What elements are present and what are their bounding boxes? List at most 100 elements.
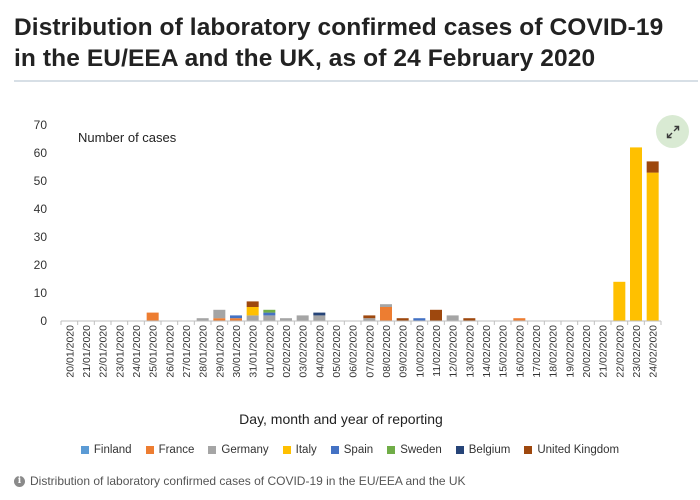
bar-segment [613,281,626,321]
bar-segment [413,318,426,321]
legend-label: Germany [221,444,269,456]
legend-swatch [282,446,291,454]
legend-label: Spain [343,444,374,456]
x-tick-label: 03/02/2020 [298,325,310,378]
bar-segment [463,318,476,321]
x-tick-label: 09/02/2020 [398,325,410,378]
bar-segment [246,307,259,316]
legend-swatch [387,446,396,454]
x-tick-label: 25/01/2020 [148,325,160,378]
bar-segment [146,312,159,321]
bar-segment [230,318,242,321]
bar-segment [646,172,659,321]
bar-segment [313,312,326,316]
legend-swatch [80,446,89,454]
chart-legend: Finland France Germany Italy Spain Sweden Belg… [0,444,700,456]
legend-swatch [330,446,339,454]
legend-swatch [145,446,154,454]
bar-segment [246,301,259,307]
x-tick-label: 11/02/2020 [431,325,443,377]
bar-segment [230,315,242,319]
x-tick-label: 19/02/2020 [564,325,576,378]
y-tick-label: 70 [34,118,48,132]
x-tick-label: 20/02/2020 [581,325,593,378]
x-tick-label: 14/02/2020 [481,325,493,378]
x-axis-label: Day, month and year of reporting [239,411,443,427]
legend-item: Belgium [455,444,511,456]
legend-label: Sweden [400,444,442,456]
y-tick-label: 0 [40,314,47,328]
x-tick-label: 12/02/2020 [448,325,460,378]
x-tick-label: 21/02/2020 [598,325,610,378]
legend-item: France [145,444,195,456]
y-tick-label: 10 [34,286,48,300]
bar-segment [646,161,659,173]
bar-segment [263,312,276,316]
x-tick-label: 28/01/2020 [198,325,210,378]
x-tick-label: 26/01/2020 [164,325,176,378]
chart-caption: i Distribution of laboratory confirmed c… [14,474,466,488]
bar-segment [363,318,376,321]
bar-chart: 0 10 20 30 40 50 60 70 Number of cases 20/01/2020… [34,118,662,427]
expand-button[interactable] [656,115,689,148]
bar-segment [430,309,442,321]
x-tick-label: 21/01/2020 [81,325,93,378]
caption-text: Distribution of laboratory confirmed cas… [30,474,466,488]
x-tick-label: 30/01/2020 [231,325,243,378]
x-tick-label: 31/01/2020 [248,325,260,378]
bar-segment [380,304,392,307]
bar-segment [213,318,226,321]
bar-segment [313,315,326,321]
x-tick-label: 22/01/2020 [98,325,110,378]
bar-segment [213,309,226,319]
title-divider [14,80,698,82]
y-axis-label: Number of cases [78,130,177,145]
x-tick-label: 10/02/2020 [414,325,426,378]
bar-segment [296,315,309,321]
x-tick-label: 17/02/2020 [531,325,543,378]
legend-label: Finland [93,444,132,456]
bar-segment [263,309,276,313]
x-tick-label: 01/02/2020 [264,325,276,378]
y-tick-label: 40 [34,202,48,216]
legend-label: France [158,444,195,456]
bar-segment [630,147,642,321]
x-tick-label: 24/02/2020 [648,325,660,378]
x-tick-label: 27/01/2020 [181,325,193,378]
bar-segment [263,315,276,321]
info-icon: i [14,475,25,487]
legend-item: Sweden [387,444,442,456]
legend-item: Italy [282,444,317,456]
legend-item: Finland [80,444,132,456]
expand-arrows-icon [666,125,679,138]
chart-title: Distribution of laboratory confirmed cas… [14,14,664,72]
x-tick-label: 13/02/2020 [464,325,476,378]
x-tick-label: 15/02/2020 [498,325,510,378]
x-tick-label: 22/02/2020 [614,325,626,378]
legend-label: United Kingdom [537,444,620,456]
x-tick-label: 16/02/2020 [514,325,526,378]
bar-segment [380,307,392,321]
x-tick-label: 23/02/2020 [631,325,643,378]
legend-item: United Kingdom [524,444,619,456]
y-tick-label: 20 [34,258,48,272]
legend-swatch [455,446,464,454]
x-tick-label: 20/01/2020 [64,325,76,378]
legend-item: Germany [208,444,269,456]
y-tick-label: 50 [34,174,48,188]
x-tick-label: 24/01/2020 [131,325,143,378]
bar-segment [246,315,259,321]
y-tick-label: 30 [34,230,48,244]
bar-segment [513,318,526,321]
bar-segment [446,315,459,321]
legend-swatch [524,446,533,454]
legend-label: Belgium [468,444,511,456]
x-tick-label: 07/02/2020 [364,325,376,378]
legend-swatch [208,446,217,454]
x-tick-label: 05/02/2020 [331,325,343,378]
x-tick-label: 04/02/2020 [314,325,326,378]
legend-label: Italy [295,444,317,456]
x-tick-label: 18/02/2020 [548,325,560,378]
x-tick-label: 08/02/2020 [381,325,393,378]
legend-item: Spain [330,444,374,456]
